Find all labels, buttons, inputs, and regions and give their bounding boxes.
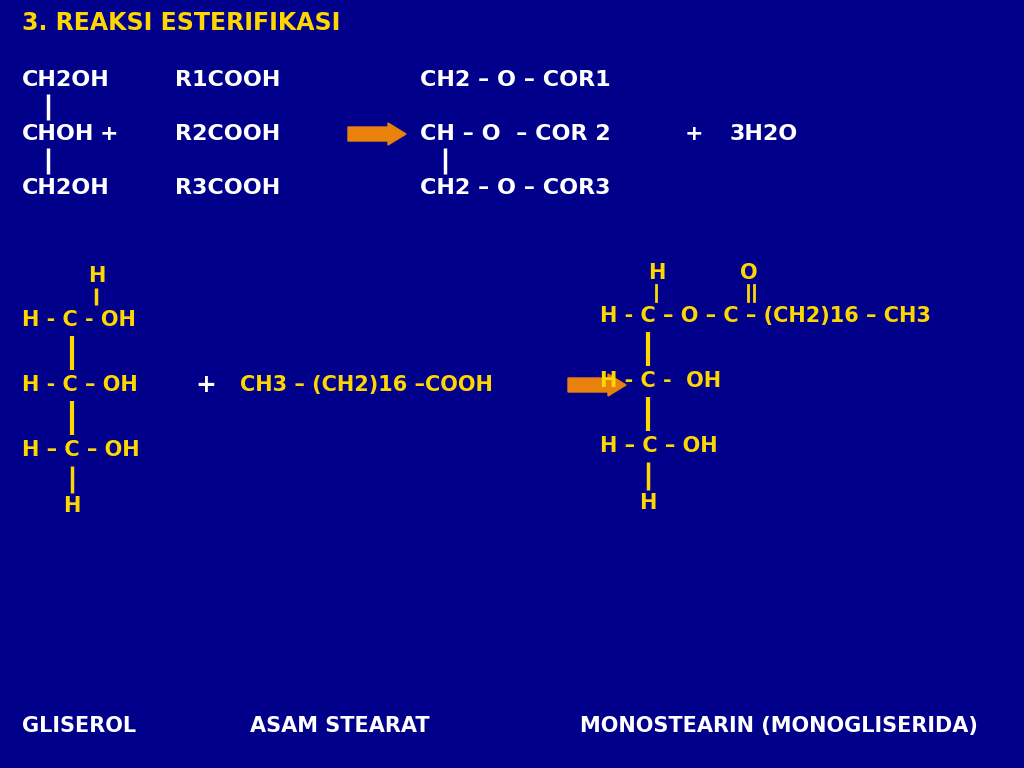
Text: O: O	[740, 263, 758, 283]
FancyArrow shape	[568, 374, 626, 396]
Text: R3COOH: R3COOH	[175, 178, 281, 198]
Text: +: +	[685, 124, 703, 144]
Text: H – C – OH: H – C – OH	[22, 440, 139, 460]
Text: GLISEROL: GLISEROL	[22, 716, 136, 736]
Text: H: H	[648, 263, 666, 283]
Text: H - C -  OH: H - C - OH	[600, 371, 721, 391]
Text: CH2OH: CH2OH	[22, 70, 110, 90]
Text: CH2 – O – COR3: CH2 – O – COR3	[420, 178, 610, 198]
Text: CHOH: CHOH	[22, 124, 94, 144]
Text: H - C – O – C – (CH2)16 – CH3: H - C – O – C – (CH2)16 – CH3	[600, 306, 931, 326]
Text: CH2OH: CH2OH	[22, 178, 110, 198]
Text: H – C – OH: H – C – OH	[600, 436, 718, 456]
Text: +: +	[195, 373, 216, 397]
Text: R1COOH: R1COOH	[175, 70, 281, 90]
Text: H: H	[63, 496, 81, 516]
Text: CH2 – O – COR1: CH2 – O – COR1	[420, 70, 610, 90]
Text: CH3 – (CH2)16 –COOH: CH3 – (CH2)16 –COOH	[240, 375, 493, 395]
Text: H: H	[639, 493, 656, 513]
Text: 3H2O: 3H2O	[730, 124, 799, 144]
Text: +: +	[100, 124, 119, 144]
Text: ASAM STEARAT: ASAM STEARAT	[250, 716, 430, 736]
FancyArrow shape	[348, 123, 406, 145]
Text: H: H	[88, 266, 105, 286]
Text: CH – O  – COR 2: CH – O – COR 2	[420, 124, 610, 144]
Text: H - C – OH: H - C – OH	[22, 375, 138, 395]
Text: R2COOH: R2COOH	[175, 124, 281, 144]
Text: 3. REAKSI ESTERIFIKASI: 3. REAKSI ESTERIFIKASI	[22, 11, 340, 35]
Text: MONOSTEARIN (MONOGLISERIDA): MONOSTEARIN (MONOGLISERIDA)	[580, 716, 978, 736]
Text: H - C - OH: H - C - OH	[22, 310, 136, 330]
